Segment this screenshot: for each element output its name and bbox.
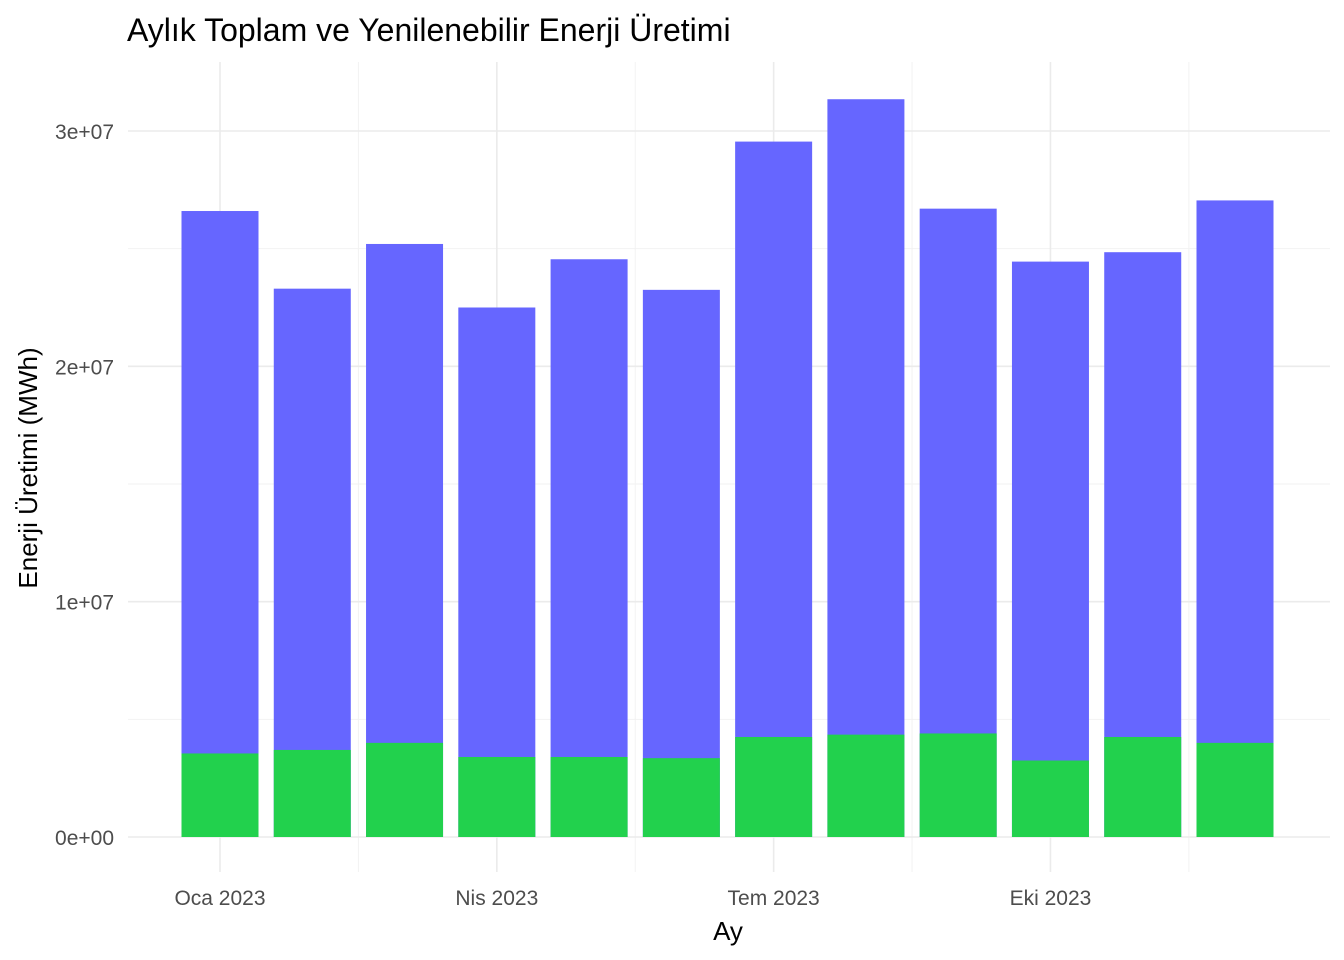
bars-renewable xyxy=(181,733,1274,837)
bar-renewable xyxy=(458,756,536,837)
bar-total xyxy=(919,208,997,837)
bar-renewable xyxy=(827,734,905,837)
bar-renewable xyxy=(919,733,997,837)
y-tick-label: 2e+07 xyxy=(55,356,114,379)
x-tick-label: Tem 2023 xyxy=(728,887,820,910)
bar-renewable xyxy=(1011,760,1089,837)
bar-total xyxy=(1011,261,1089,837)
bar-renewable xyxy=(273,749,351,837)
bar-renewable xyxy=(1104,736,1182,837)
bar-total xyxy=(642,289,720,838)
bar-total xyxy=(366,243,444,837)
bar-renewable xyxy=(550,756,628,837)
y-tick-label: 0e+00 xyxy=(55,827,114,850)
x-tick-label: Oca 2023 xyxy=(174,887,265,910)
chart-title: Aylık Toplam ve Yenilenebilir Enerji Üre… xyxy=(127,12,731,48)
bar-renewable xyxy=(1196,742,1274,837)
x-tick-label: Nis 2023 xyxy=(455,887,538,910)
bar-renewable xyxy=(366,742,444,837)
bar-total xyxy=(458,307,536,837)
y-tick-label: 3e+07 xyxy=(55,121,114,144)
bar-renewable xyxy=(642,758,720,837)
x-axis-title: Ay xyxy=(713,916,743,946)
bar-renewable xyxy=(181,753,259,837)
bar-total xyxy=(827,99,905,838)
bar-total xyxy=(273,288,351,837)
y-tick-label: 1e+07 xyxy=(55,592,114,615)
x-tick-labels: Oca 2023 Nis 2023 Tem 2023 Eki 2023 xyxy=(174,887,1091,910)
y-axis-title: Enerji Üretimi (MWh) xyxy=(13,347,43,588)
y-tick-labels: 0e+00 1e+07 2e+07 3e+07 xyxy=(55,121,114,850)
bar-total xyxy=(550,259,628,837)
x-tick-label: Eki 2023 xyxy=(1010,887,1092,910)
bars-total xyxy=(181,99,1274,838)
bar-total xyxy=(735,141,813,838)
bar-total xyxy=(181,211,259,838)
bar-total xyxy=(1196,200,1274,837)
bar-renewable xyxy=(735,736,813,837)
